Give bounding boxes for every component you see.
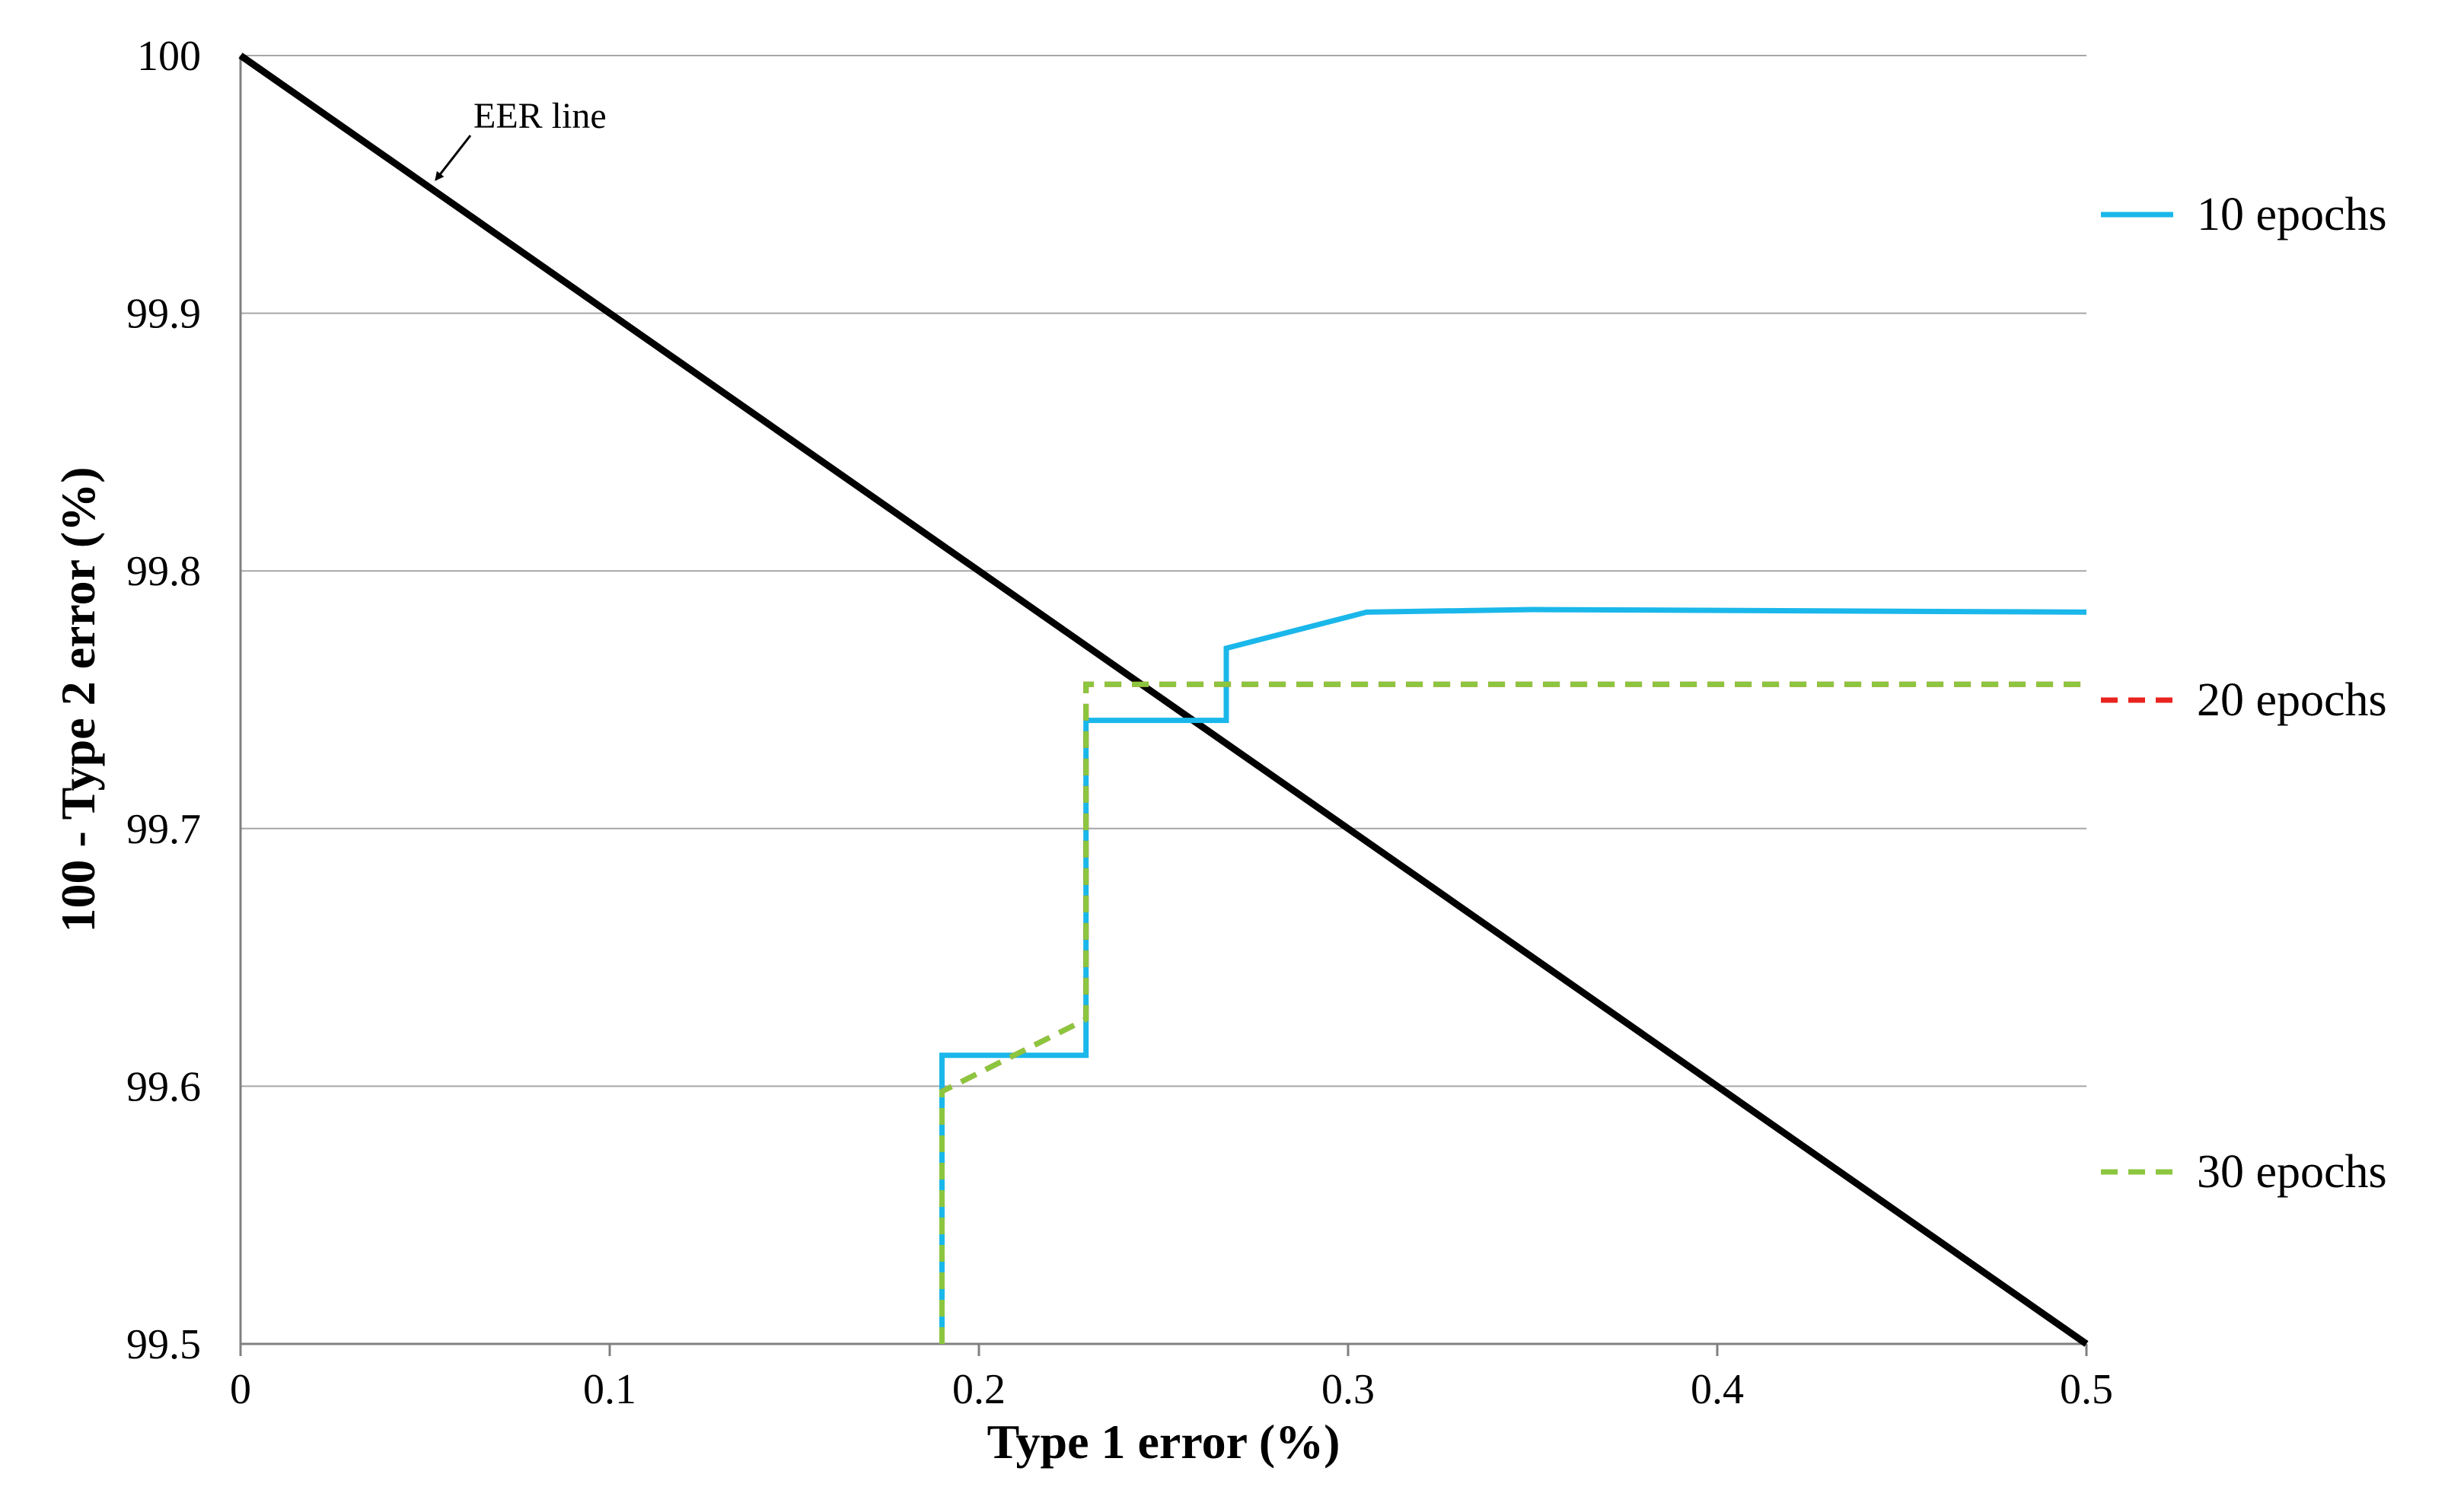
series-line-10-epochs (939, 607, 2087, 1344)
x-tick-label: 0.2 (952, 1366, 1006, 1413)
y-tick-label: 99.6 (126, 1063, 201, 1110)
y-tick-label: 99.8 (126, 548, 201, 595)
x-axis-label: Type 1 error (%) (987, 1415, 1340, 1469)
eer-annotation-arrow (435, 135, 472, 181)
y-tick-labels: 99.5 99.6 99.7 99.8 99.9 100 (126, 33, 201, 1368)
y-tick-label: 99.5 (126, 1321, 201, 1368)
series-line-20-epochs (939, 681, 2086, 1344)
y-tick-label: 100 (137, 33, 201, 80)
y-tick-label: 99.9 (126, 291, 201, 338)
x-tick-label: 0 (230, 1366, 251, 1413)
eer-line (238, 53, 2089, 1347)
x-tick-label: 0.5 (2060, 1366, 2113, 1413)
x-tick-label: 0.3 (1321, 1366, 1375, 1413)
legend: 10 epochs 20 epochs 30 epochs (2101, 189, 2387, 1198)
x-tick-label: 0.1 (583, 1366, 636, 1413)
legend-label: 30 epochs (2197, 1146, 2387, 1198)
x-tick-label: 0.4 (1691, 1366, 1744, 1413)
series-lines (939, 607, 2087, 1344)
y-axis-label: 100 - Type 2 error (%) (51, 466, 105, 932)
axes (239, 56, 2086, 1345)
legend-label: 10 epochs (2197, 189, 2387, 240)
eer-annotation-label: EER line (473, 96, 607, 136)
legend-label: 20 epochs (2197, 674, 2387, 726)
x-tick-labels: 0 0.1 0.2 0.3 0.4 0.5 (230, 1344, 2113, 1413)
series-line-30-epochs (939, 681, 2086, 1344)
y-tick-label: 99.7 (126, 806, 201, 853)
